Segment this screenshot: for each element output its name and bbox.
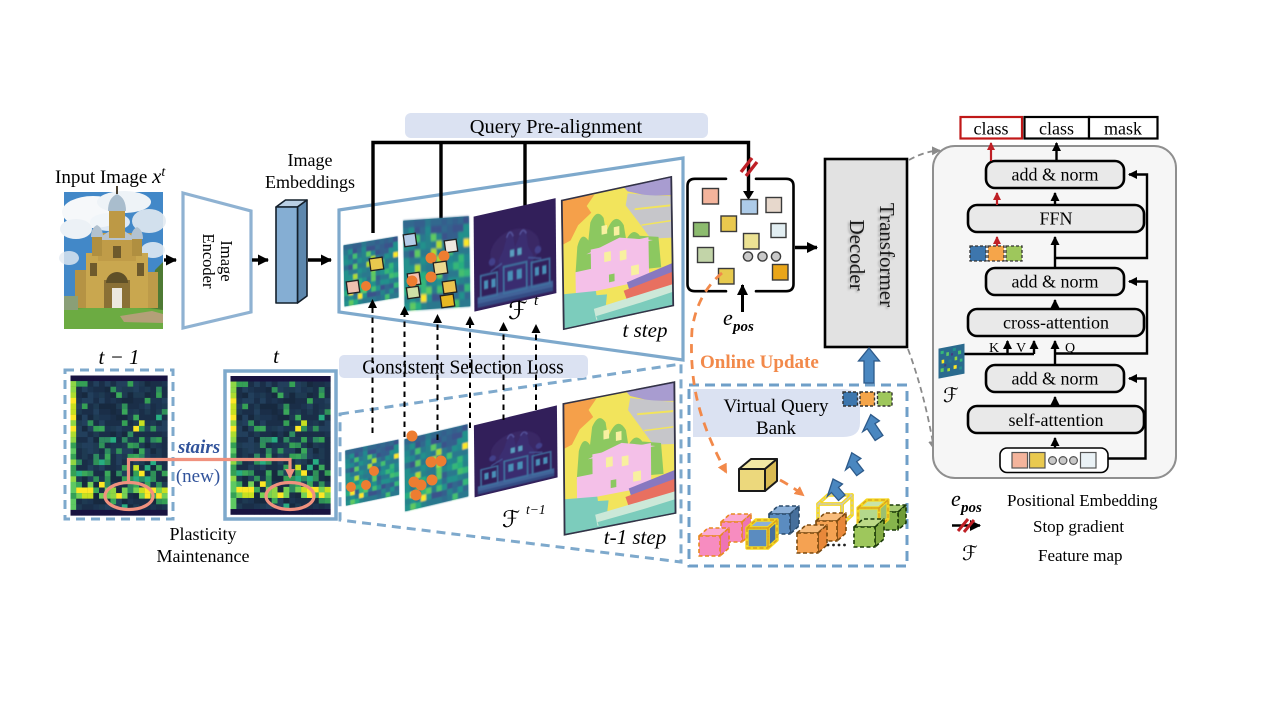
svg-text:self-attention: self-attention [1009, 410, 1104, 430]
svg-text:Consistent Selection Loss: Consistent Selection Loss [362, 358, 564, 379]
svg-text:stairs: stairs [177, 437, 220, 458]
svg-text:Transformer: Transformer [875, 203, 899, 307]
svg-text:class: class [1039, 119, 1074, 139]
svg-text:Input Image xt: Input Image xt [55, 164, 166, 188]
svg-text:Image: Image [288, 150, 333, 170]
svg-text:Stop gradient: Stop gradient [1033, 517, 1124, 536]
svg-text:(new): (new) [176, 466, 220, 487]
svg-text:Q: Q [1065, 341, 1075, 356]
svg-text:V: V [1016, 341, 1026, 356]
svg-text:add & norm: add & norm [1012, 369, 1099, 389]
svg-text:Plasticity: Plasticity [170, 524, 237, 544]
svg-text:t step: t step [623, 318, 668, 342]
svg-text:Maintenance: Maintenance [157, 546, 250, 566]
svg-text:ℱ: ℱ [962, 543, 978, 565]
svg-text:Embeddings: Embeddings [265, 172, 355, 192]
svg-text:add & norm: add & norm [1012, 165, 1099, 185]
svg-text:K: K [989, 341, 999, 356]
svg-text:Decoder: Decoder [845, 219, 869, 290]
svg-text:Positional Embedding: Positional Embedding [1007, 491, 1158, 510]
svg-text:cross-attention: cross-attention [1003, 313, 1109, 333]
svg-text:add & norm: add & norm [1012, 272, 1099, 292]
svg-text:Virtual Query: Virtual Query [724, 396, 829, 417]
svg-text:FFN: FFN [1039, 209, 1072, 229]
svg-text:t: t [273, 344, 280, 368]
svg-text:t − 1: t − 1 [98, 345, 139, 369]
svg-text:t−1: t−1 [526, 502, 546, 517]
svg-text:t-1 step: t-1 step [604, 525, 666, 549]
svg-text:ℱ: ℱ [502, 507, 520, 532]
svg-text:Encoder: Encoder [199, 234, 218, 289]
svg-text:e: e [723, 305, 733, 330]
svg-text:pos: pos [731, 319, 754, 335]
svg-text:ℱ: ℱ [943, 385, 959, 407]
svg-text:Query Pre-alignment: Query Pre-alignment [470, 116, 643, 138]
svg-text:class: class [974, 119, 1009, 139]
svg-text:pos: pos [959, 500, 982, 516]
svg-text:e: e [951, 486, 961, 511]
svg-text:Bank: Bank [756, 418, 797, 439]
svg-text:Feature map: Feature map [1038, 546, 1123, 565]
svg-text:Image: Image [217, 240, 236, 281]
svg-text:t: t [534, 293, 539, 309]
svg-text:mask: mask [1104, 119, 1142, 139]
svg-text:ℱ: ℱ [508, 298, 528, 325]
svg-text:Online Update: Online Update [700, 352, 819, 373]
